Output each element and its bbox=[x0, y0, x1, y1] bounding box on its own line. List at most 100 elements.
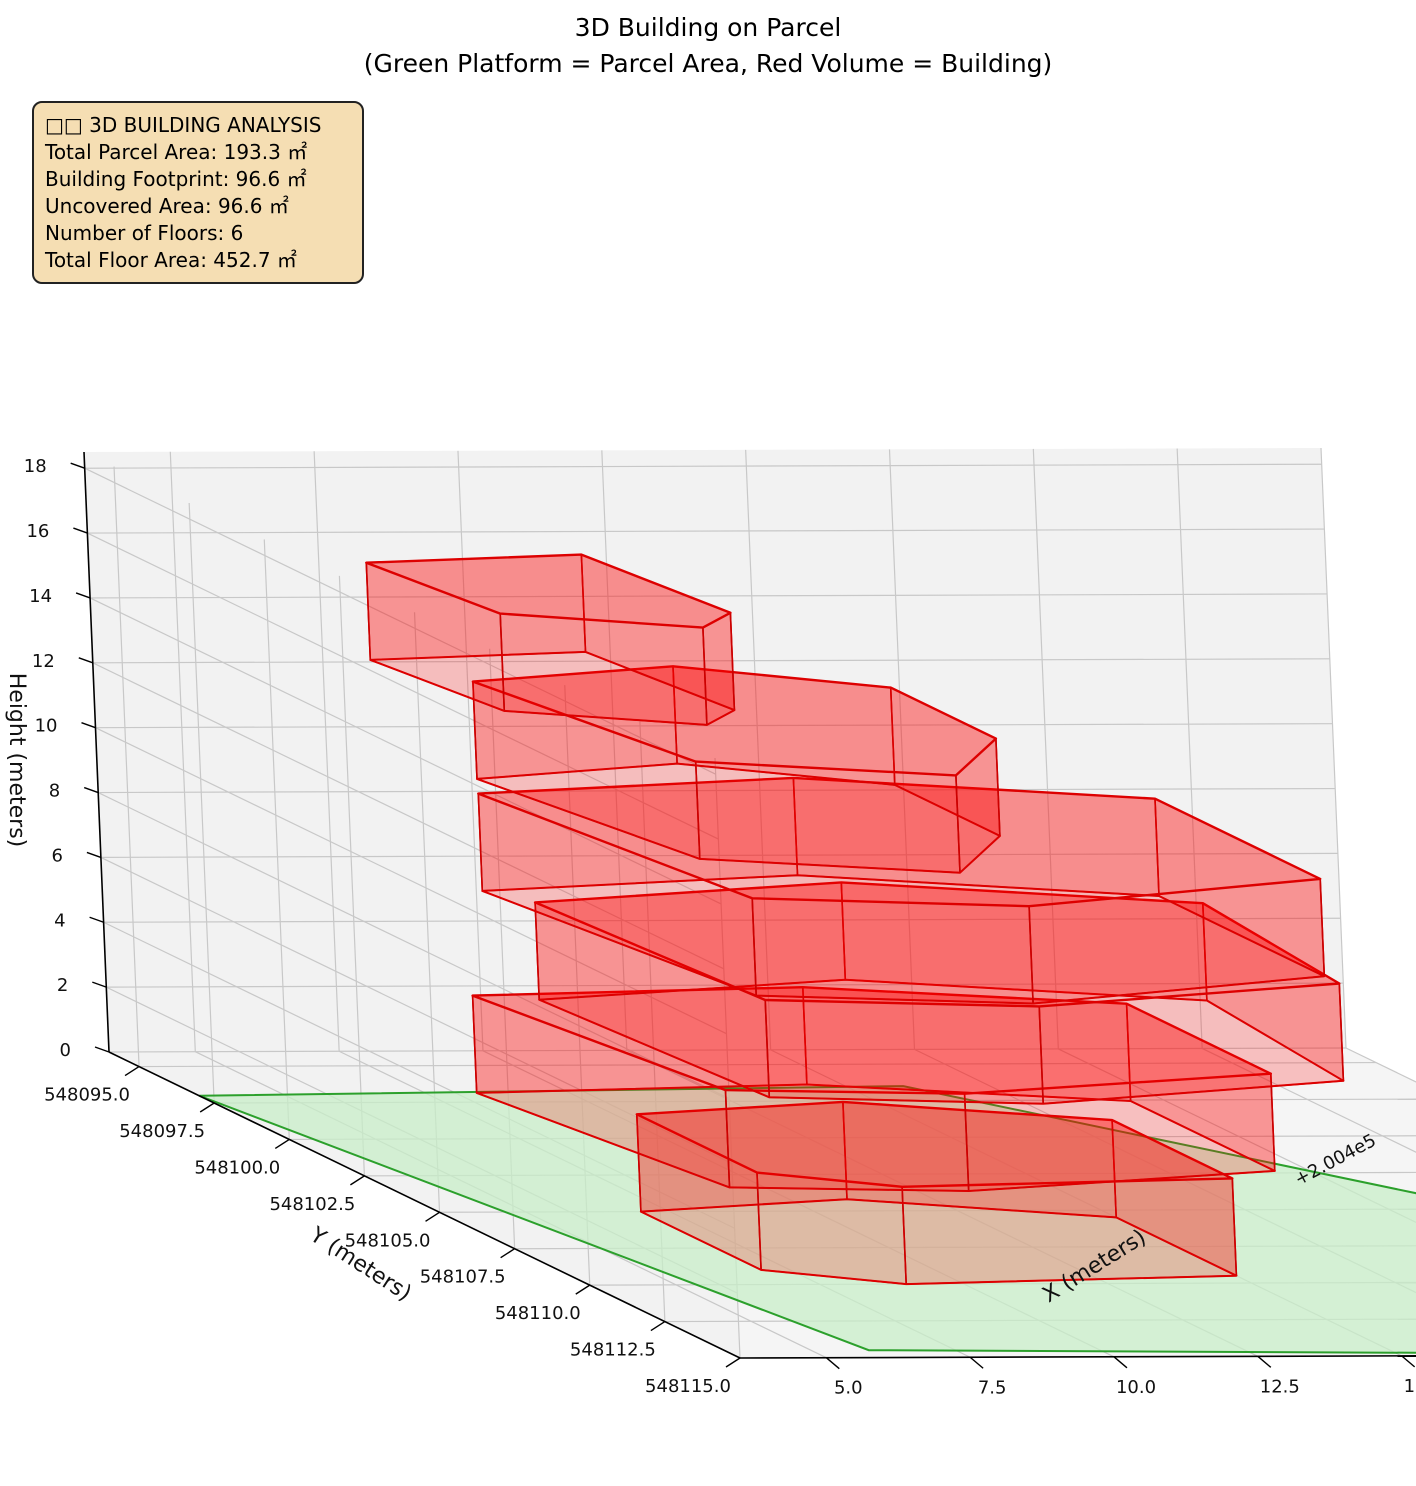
grid-line-z-xwall bbox=[100, 852, 1338, 859]
z-tick-label: 4 bbox=[54, 910, 65, 931]
chart-subtitle: (Green Platform = Parcel Area, Red Volum… bbox=[364, 49, 1053, 78]
z-tick-label: 6 bbox=[51, 845, 62, 866]
z-tick-label: 8 bbox=[49, 781, 60, 802]
grid-line-x-wall bbox=[888, 449, 916, 1050]
grid-line-x-wall bbox=[457, 450, 484, 1051]
grid-line-z-xwall bbox=[84, 463, 1322, 469]
grid-line-z-xwall bbox=[90, 593, 1328, 599]
grid-line-z-xwall bbox=[106, 982, 1344, 988]
y-tick-label: 548110.0 bbox=[495, 1303, 581, 1324]
building-roof bbox=[471, 986, 1273, 1095]
grid-line-x-wall bbox=[601, 450, 628, 1051]
parcel-platform bbox=[198, 1085, 1416, 1354]
grid-line-x-wall bbox=[745, 449, 772, 1050]
x-tick-label: 12.5 bbox=[1260, 1376, 1300, 1397]
z-tick-mark bbox=[94, 1046, 110, 1053]
z-tick-label: 14 bbox=[29, 586, 52, 607]
y-tick-label: 548100.0 bbox=[194, 1157, 280, 1178]
z-tick-mark bbox=[75, 592, 91, 599]
building-floor-1 bbox=[635, 1100, 1238, 1286]
grid-line-y-wall bbox=[113, 466, 140, 1067]
grid-line-z-xwall bbox=[87, 528, 1325, 534]
z-tick-mark bbox=[73, 527, 88, 534]
y-tick-label: 548107.5 bbox=[420, 1267, 506, 1288]
z-axis-label: Height (meters) bbox=[4, 673, 29, 848]
parcel-polygon bbox=[198, 1085, 1416, 1354]
grid-line-z-ywall bbox=[89, 597, 722, 905]
info-line-heading: □□ 3D BUILDING ANALYSIS bbox=[45, 113, 322, 137]
x-tick-mark bbox=[1401, 1355, 1416, 1368]
building-base bbox=[475, 1083, 1276, 1192]
building-roof bbox=[635, 1100, 1234, 1189]
z-tick-label: 16 bbox=[26, 521, 49, 542]
y-tick-label: 548115.0 bbox=[645, 1376, 731, 1397]
y-tick-mark bbox=[350, 1175, 365, 1186]
grid-line-x-wall bbox=[169, 451, 196, 1052]
grid-line-z-xwall bbox=[92, 658, 1330, 664]
building-floor-5 bbox=[471, 665, 1001, 874]
grid-line-z-xwall bbox=[103, 917, 1341, 923]
grid-line-y-floor bbox=[139, 1061, 1377, 1068]
y-tick-mark bbox=[199, 1102, 215, 1113]
building-wall bbox=[724, 1089, 970, 1192]
z-tick-label: 18 bbox=[24, 456, 47, 477]
z-tick-mark bbox=[92, 981, 107, 988]
grid-line-x-wall bbox=[313, 451, 340, 1052]
building-floor-4 bbox=[477, 776, 1326, 1005]
analysis-info-box: □□ 3D BUILDING ANALYSIS Total Parcel Are… bbox=[32, 101, 364, 284]
y-tick-label: 548095.0 bbox=[44, 1085, 130, 1106]
z-axis-line bbox=[83, 451, 110, 1053]
info-line-floors: Number of Floors: 6 bbox=[45, 221, 244, 245]
building-base bbox=[476, 762, 1001, 874]
info-line-uncovered: Uncovered Area: 96.6 ㎡ bbox=[45, 194, 289, 218]
grid-line-z-xwall bbox=[108, 1047, 1347, 1053]
z-tick-mark bbox=[83, 786, 99, 794]
info-line-floor-area: Total Floor Area: 452.7 ㎡ bbox=[45, 248, 297, 272]
grid-line-z-ywall bbox=[92, 662, 725, 970]
grid-line-y-wall bbox=[338, 575, 366, 1176]
building-roof bbox=[365, 553, 732, 629]
x-tick-label: 7.5 bbox=[978, 1377, 1007, 1398]
grid-line-x-wall bbox=[1320, 447, 1347, 1049]
x-tick-label: 15.0 bbox=[1404, 1376, 1416, 1397]
x-tick-mark bbox=[1113, 1356, 1128, 1369]
grid-line-z-xwall bbox=[95, 723, 1333, 729]
info-line-parcel-area: Total Parcel Area: 193.3 ㎡ bbox=[45, 140, 308, 164]
x-tick-label: 10.0 bbox=[1116, 1377, 1156, 1398]
building-roof bbox=[471, 665, 998, 777]
z-tick-mark bbox=[89, 916, 104, 923]
x-tick-label: 5.0 bbox=[834, 1378, 863, 1399]
z-tick-label: 0 bbox=[60, 1040, 71, 1061]
building-roof bbox=[533, 881, 1341, 1008]
building-base bbox=[481, 874, 1326, 1005]
grid-line-x-wall bbox=[1032, 448, 1059, 1049]
x-tick-mark bbox=[969, 1356, 984, 1369]
building-floor-3 bbox=[533, 881, 1345, 1105]
y-tick-mark bbox=[274, 1138, 290, 1150]
y-tick-mark bbox=[650, 1320, 666, 1332]
y-tick-label: 548105.0 bbox=[345, 1230, 431, 1251]
grid-line-z-ywall bbox=[84, 467, 716, 775]
tick-labels: 5.07.510.012.515.017.520.022.525.0548095… bbox=[24, 456, 1416, 1399]
z-tick-mark bbox=[78, 657, 94, 664]
building-floor-6 bbox=[365, 553, 736, 726]
grid-line-y-wall bbox=[263, 539, 290, 1140]
building-base bbox=[538, 978, 1345, 1105]
info-line-footprint: Building Footprint: 96.6 ㎡ bbox=[45, 167, 307, 191]
grid-line-z-ywall bbox=[95, 727, 727, 1035]
y-tick-label: 548112.5 bbox=[570, 1340, 656, 1361]
grid-line-x-wall bbox=[1176, 448, 1203, 1049]
y-tick-mark bbox=[425, 1211, 440, 1222]
z-tick-label: 10 bbox=[35, 716, 58, 737]
y-tick-label: 548102.5 bbox=[269, 1194, 355, 1215]
z-tick-mark bbox=[70, 462, 85, 469]
grid-line-z-xwall bbox=[98, 787, 1336, 794]
grid-line-z-ywall bbox=[97, 792, 730, 1100]
x-axis-line bbox=[739, 1355, 1416, 1359]
building-wall bbox=[751, 897, 1034, 1005]
building-volume bbox=[365, 553, 1345, 1286]
z-tick-label: 2 bbox=[57, 975, 68, 996]
y-tick-mark bbox=[725, 1357, 741, 1368]
y-tick-mark bbox=[575, 1284, 591, 1295]
